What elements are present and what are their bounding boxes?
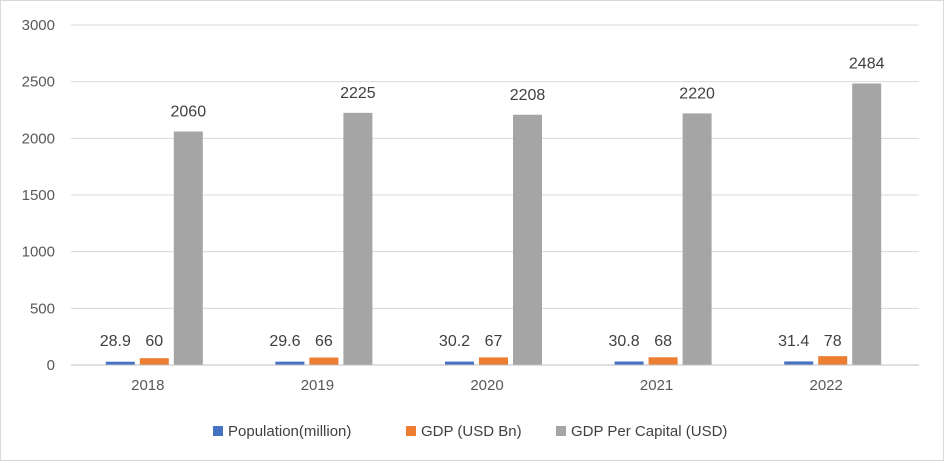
legend-label-series-2: GDP Per Capital (USD) [571,423,727,440]
bar-2019-series-2 [343,112,373,365]
data-label-2021-series-2: 2220 [679,85,715,102]
data-label-2022-series-1: 78 [824,333,842,350]
bar-2022-series-1 [818,356,848,365]
bar-2020-series-2 [513,114,542,365]
data-label-2021-series-1: 68 [654,333,672,350]
gridlines [71,24,919,309]
x-axis: 2018 2019 2020 2021 2022 [71,364,919,394]
bar-2022-series-2 [852,83,882,365]
legend-swatch-series-0 [213,426,223,436]
bar-2018-series-2 [173,131,203,365]
y-axis-tick-labels: 0 500 1000 1500 2000 2500 3000 [22,17,55,374]
data-label-2018-series-0: 28.9 [100,333,131,350]
bar-2019-series-1 [309,357,339,365]
bar-2019-series-0 [275,361,305,365]
legend-label-series-1: GDP (USD Bn) [421,423,522,440]
data-label-2019-series-1: 66 [315,333,333,350]
data-label-2019-series-2: 2225 [340,85,376,102]
y-tick-label: 3000 [22,17,55,34]
data-label-2022-series-2: 2484 [849,55,885,72]
x-tick-label-2019: 2019 [301,377,334,394]
y-tick-label: 500 [30,300,55,317]
legend-swatch-series-1 [406,426,416,436]
data-label-2018-series-2: 2060 [171,104,207,121]
legend-swatch-series-2 [556,426,566,436]
x-tick-label-2020: 2020 [470,377,503,394]
data-label-2021-series-0: 30.8 [609,333,640,350]
y-tick-label: 1000 [22,244,55,261]
x-tick-label-2021: 2021 [640,377,673,394]
bar-2018-series-0 [105,361,135,365]
bar-2018-series-1 [139,358,169,365]
legend: Population(million) GDP (USD Bn) GDP Per C… [213,423,727,440]
y-tick-label: 1500 [22,187,55,204]
data-label-2022-series-0: 31.4 [778,333,809,350]
data-label-2020-series-2: 2208 [510,87,546,104]
data-label-2020-series-1: 67 [485,333,503,350]
data-labels: 28.9 60 2060 29.6 66 2225 30.2 67 2208 30.8 68 2220… [100,55,885,350]
y-tick-label: 0 [47,357,55,374]
data-label-2018-series-1: 60 [145,333,163,350]
bar-2021-series-0 [614,361,644,365]
x-tick-label-2018: 2018 [131,377,164,394]
data-label-2020-series-0: 30.2 [439,333,470,350]
bar-2021-series-2 [682,113,712,366]
y-tick-label: 2500 [22,74,55,91]
legend-label-series-0: Population(million) [228,423,351,440]
data-label-2019-series-0: 29.6 [269,333,300,350]
x-tick-label-2022: 2022 [810,377,843,394]
bar-2021-series-1 [648,357,678,365]
bars [105,83,882,366]
bar-2020-series-0 [445,361,474,365]
bar-2022-series-0 [784,361,814,365]
bar-2020-series-1 [479,357,508,365]
y-tick-label: 2000 [22,130,55,147]
